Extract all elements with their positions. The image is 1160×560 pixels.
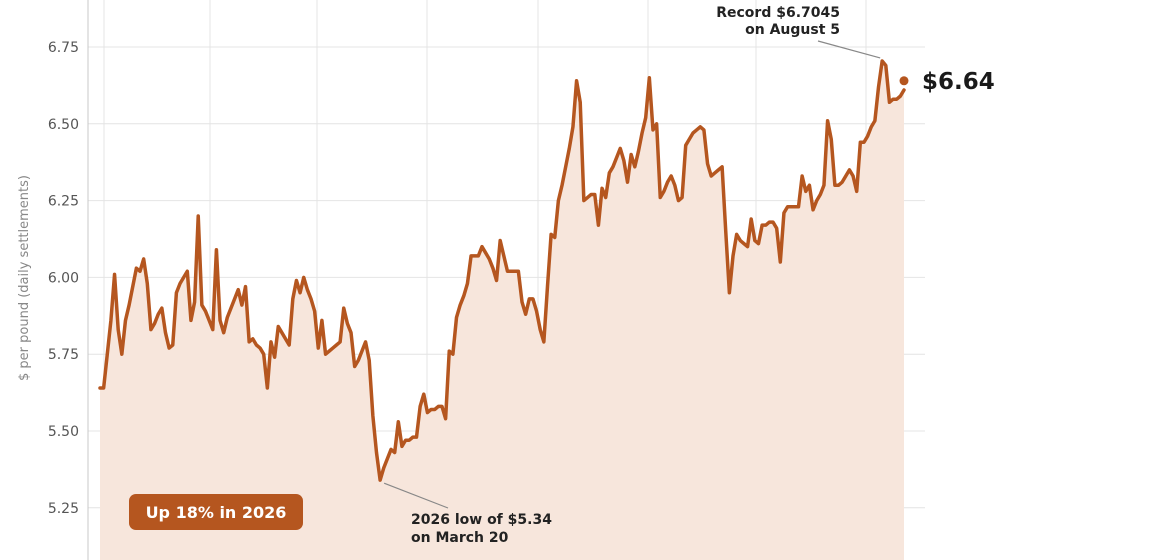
ytd-change-badge-text: Up 18% in 2026	[146, 503, 287, 522]
y-tick-label: 6.00	[48, 270, 79, 286]
y-tick-label: 6.75	[48, 40, 79, 56]
y-tick-label: 6.25	[48, 194, 79, 210]
record-annotation-line2: on August 5	[745, 22, 840, 38]
y-tick-label: 6.50	[48, 117, 79, 133]
y-tick-label: 5.75	[48, 347, 79, 363]
last-value-label: $6.64	[922, 69, 995, 95]
price-line	[98, 59, 906, 482]
ytd-change-badge	[129, 494, 303, 530]
price-area-fill	[100, 60, 904, 560]
y-tick-label: 5.50	[48, 424, 79, 440]
low-leader-line	[383, 482, 449, 509]
last-value-marker	[899, 76, 909, 86]
y-tick-label: 5.25	[48, 501, 79, 517]
record-annotation-line1: Record $6.7045	[716, 5, 840, 21]
low-annotation-line1: 2026 low of $5.34	[411, 512, 552, 528]
y-axis-label: $ per pound (daily settlements)	[17, 175, 32, 381]
low-annotation-line2: on March 20	[411, 530, 509, 546]
record-leader-line	[817, 40, 881, 59]
y-axis-ticks: 6.75 6.50 6.25 6.00 5.75 5.50 5.25	[48, 40, 79, 517]
